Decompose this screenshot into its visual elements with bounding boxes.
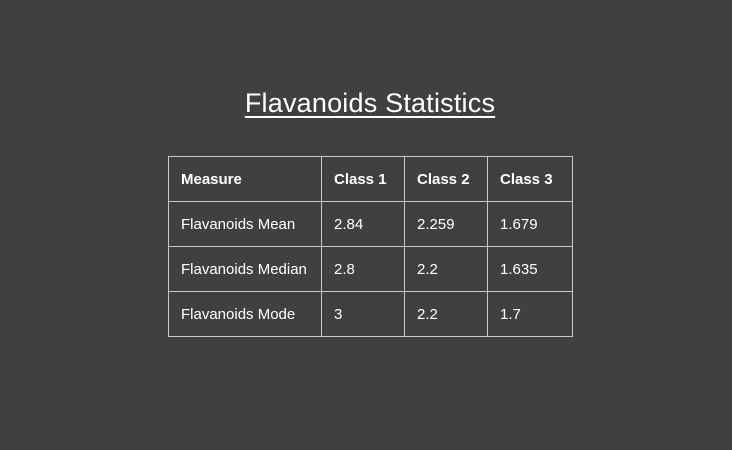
row-label: Flavanoids Median	[168, 246, 322, 292]
header-class-3: Class 3	[487, 156, 573, 202]
cell-class-3: 1.635	[487, 246, 573, 292]
cell-class-1: 2.8	[321, 246, 405, 292]
cell-class-2: 2.2	[404, 291, 488, 337]
cell-class-2: 2.2	[404, 246, 488, 292]
header-class-2: Class 2	[404, 156, 488, 202]
cell-class-3: 1.679	[487, 201, 573, 247]
statistics-table: Measure Class 1 Class 2 Class 3 Flavanoi…	[168, 156, 573, 337]
table-row: Flavanoids Mode 3 2.2 1.7	[168, 291, 573, 337]
cell-class-2: 2.259	[404, 201, 488, 247]
header-class-1: Class 1	[321, 156, 405, 202]
table-row: Flavanoids Mean 2.84 2.259 1.679	[168, 201, 573, 247]
cell-class-3: 1.7	[487, 291, 573, 337]
table-header-row: Measure Class 1 Class 2 Class 3	[168, 156, 573, 202]
cell-class-1: 3	[321, 291, 405, 337]
header-measure: Measure	[168, 156, 322, 202]
row-label: Flavanoids Mean	[168, 201, 322, 247]
cell-class-1: 2.84	[321, 201, 405, 247]
table-row: Flavanoids Median 2.8 2.2 1.635	[168, 246, 573, 292]
row-label: Flavanoids Mode	[168, 291, 322, 337]
slide-title: Flavanoids Statistics	[244, 88, 496, 118]
